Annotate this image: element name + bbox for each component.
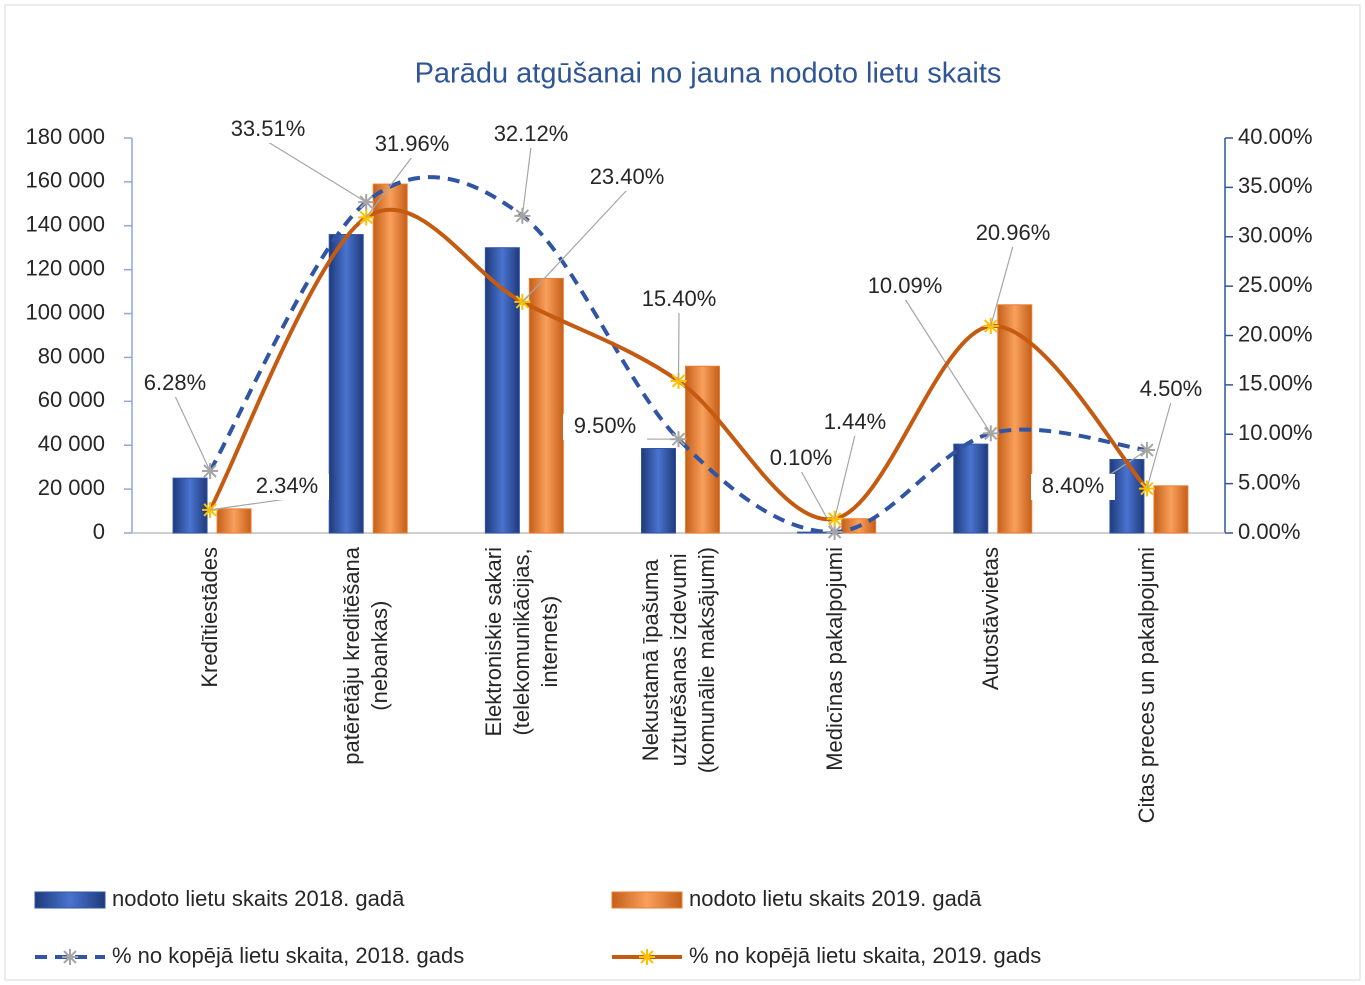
y-tick-label: 140 000 [25, 212, 105, 237]
y-tick-label: 60 000 [38, 387, 105, 412]
label-bg [226, 117, 310, 143]
y2-tick-label: 0.00% [1238, 519, 1300, 544]
label-bg [1129, 377, 1213, 403]
label-bg [971, 221, 1055, 247]
data-label: 15.40% [642, 286, 717, 311]
data-label: 4.50% [1140, 376, 1202, 401]
line [208, 175, 1148, 535]
bar [1153, 485, 1189, 534]
leader-line [990, 245, 1014, 327]
y2-tick-label: 35.00% [1238, 173, 1313, 198]
label-bg [813, 410, 897, 436]
data-label: 20.96% [976, 220, 1051, 245]
legend-swatch [34, 891, 106, 909]
legend-label: % no kopējā lietu skaita, 2018. gads [112, 943, 464, 968]
label-bg [370, 132, 454, 158]
y2-tick-label: 30.00% [1238, 223, 1313, 248]
label-bg [759, 446, 843, 472]
legend-marker [639, 949, 655, 965]
bar [641, 448, 676, 534]
chart-title: Parādu atgūšanai no jauna nodoto lietu s… [415, 58, 1002, 90]
legend-label: % no kopējā lietu skaita, 2019. gads [689, 943, 1041, 968]
label-bg [1031, 474, 1115, 500]
bar [216, 508, 252, 534]
y2-tick-label: 10.00% [1238, 420, 1313, 445]
data-label: 32.12% [494, 121, 569, 146]
marker-stroke [203, 503, 217, 517]
leader-line [521, 189, 628, 303]
data-label: 10.09% [868, 273, 943, 298]
leader-line [267, 141, 367, 203]
data-label: 31.96% [375, 131, 450, 156]
y-tick-label: 100 000 [25, 299, 105, 324]
leader-line [174, 395, 211, 472]
y-tick-label: 120 000 [25, 255, 105, 280]
leader-line [800, 470, 836, 533]
leader-line [365, 156, 413, 218]
data-label: 33.51% [231, 116, 306, 141]
legend-label: nodoto lietu skaits 2019. gadā [689, 886, 982, 911]
marker-stroke [640, 950, 654, 964]
bar [328, 234, 364, 534]
marker [202, 501, 219, 518]
leader-line [521, 146, 532, 216]
y-tick-label: 180 000 [25, 124, 105, 149]
x-tick-label: Autostāvvietas [977, 547, 1003, 691]
x-tick-label: Nekustamā īpašuma uzturēšanas izdevumi (… [637, 547, 719, 774]
y-tick-label: 40 000 [38, 431, 105, 456]
bar [1109, 458, 1145, 534]
data-label: 8.40% [1042, 473, 1104, 498]
x-tick-label: Medicīnas pakalpojumi [821, 547, 847, 771]
legend-marker [62, 949, 78, 965]
data-label: 9.50% [574, 413, 636, 438]
data-label: 2.34% [256, 473, 318, 498]
bar [953, 443, 989, 534]
y2-tick-label: 25.00% [1238, 272, 1313, 297]
y-tick-label: 160 000 [25, 168, 105, 193]
bar [528, 277, 564, 534]
label-bg [133, 371, 217, 397]
label-bg [563, 414, 647, 440]
data-label: 1.44% [824, 409, 886, 434]
leader-line [209, 498, 288, 511]
bar [172, 477, 208, 534]
leader-line [1146, 401, 1172, 489]
data-label: 0.10% [770, 445, 832, 470]
y-tick-label: 0 [93, 519, 105, 544]
label-bg [489, 122, 573, 148]
legend-swatch [611, 891, 683, 909]
y-tick-label: 20 000 [38, 475, 105, 500]
label-bg [637, 287, 721, 313]
leader-line [904, 298, 992, 434]
bar [372, 183, 408, 534]
x-tick-label: Citas preces un pakalpojumi [1133, 547, 1159, 824]
bar [685, 365, 720, 534]
data-label: 23.40% [590, 164, 665, 189]
y2-tick-label: 40.00% [1238, 124, 1313, 149]
label-bg [585, 165, 669, 191]
legend-label: nodoto lietu skaits 2018. gadā [112, 886, 405, 911]
y2-tick-label: 5.00% [1238, 469, 1300, 494]
y2-tick-label: 15.00% [1238, 371, 1313, 396]
leader-line [834, 434, 856, 519]
bar [997, 304, 1033, 534]
data-label: 6.28% [144, 370, 206, 395]
label-bg [245, 474, 329, 500]
y-tick-label: 80 000 [38, 343, 105, 368]
x-tick-label: Elektroniskie sakari (telekomunikācijas,… [481, 547, 563, 737]
label-bg [863, 274, 947, 300]
y2-tick-label: 20.00% [1238, 321, 1313, 346]
leader-line [677, 311, 680, 381]
x-tick-label: patērētāju kreditēšana (nebankas) [339, 547, 393, 765]
marker-stroke [63, 950, 77, 964]
x-tick-label: Kredītiestādes [197, 547, 223, 688]
